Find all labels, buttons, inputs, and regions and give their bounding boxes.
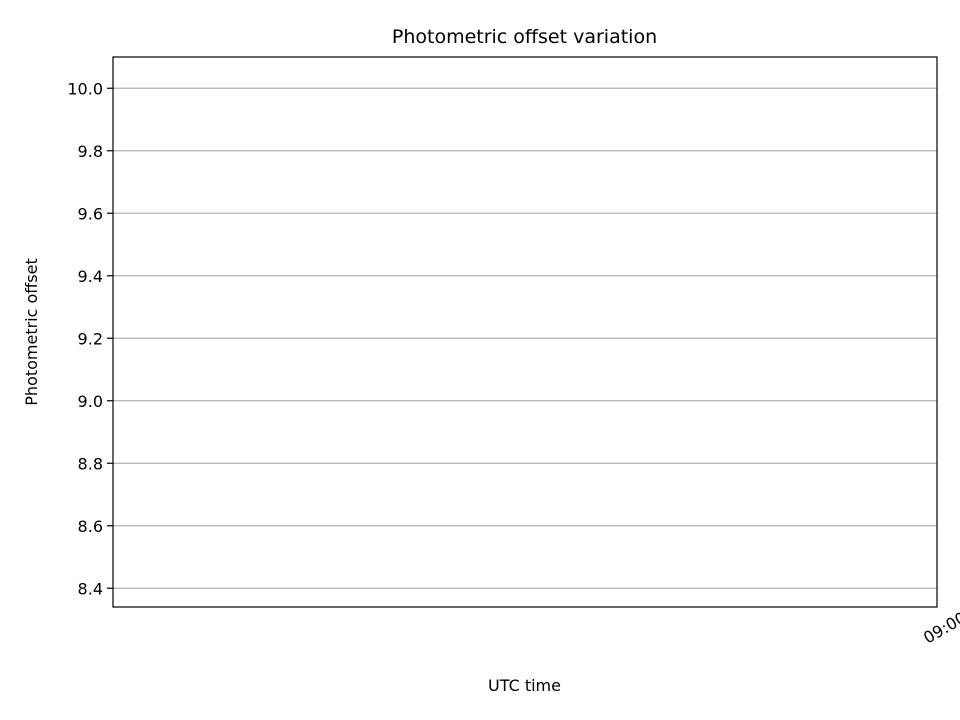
y-tick-label: 9.6 — [78, 204, 103, 223]
y-tick-label: 8.6 — [78, 517, 103, 536]
y-axis-title: Photometric offset — [22, 258, 41, 406]
x-axis-title: UTC time — [488, 676, 561, 695]
y-tick-label: 9.0 — [78, 392, 103, 411]
chart-title: Photometric offset variation — [392, 26, 657, 48]
y-tick-label: 8.8 — [78, 454, 103, 473]
y-tick-label: 9.8 — [78, 142, 103, 161]
plot-frame — [112, 56, 938, 608]
y-tick-label: 8.4 — [78, 579, 103, 598]
y-tick-label: 9.4 — [78, 267, 103, 286]
grid — [113, 87, 937, 589]
x-tick-label: 09:00 — [920, 608, 960, 648]
y-tick-label: 10.0 — [67, 79, 103, 98]
axis-ticks: 22:0023:0000:0001:0002:0003:0004:0005:00… — [67, 79, 960, 647]
y-tick-label: 9.2 — [78, 329, 103, 348]
